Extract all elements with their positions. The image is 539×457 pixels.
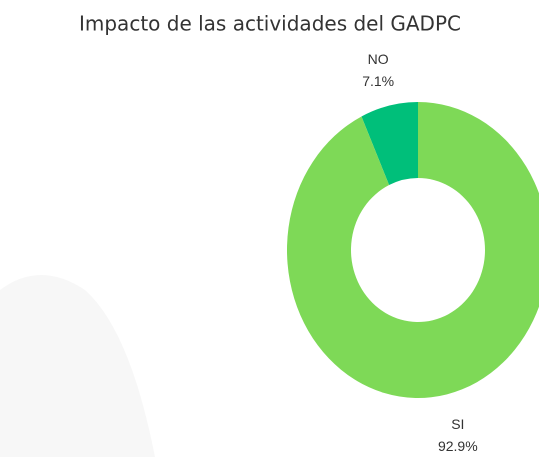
donut-slice (287, 102, 539, 398)
chart-title: Impacto de las actividades del GADPC (79, 12, 461, 36)
slice-label: NO (368, 51, 389, 67)
slice-value-label: 92.9% (438, 438, 478, 454)
slice-value-label: 7.1% (362, 73, 394, 89)
background-shape (0, 275, 155, 457)
donut-slice (361, 102, 418, 186)
slice-label: SI (451, 416, 464, 432)
